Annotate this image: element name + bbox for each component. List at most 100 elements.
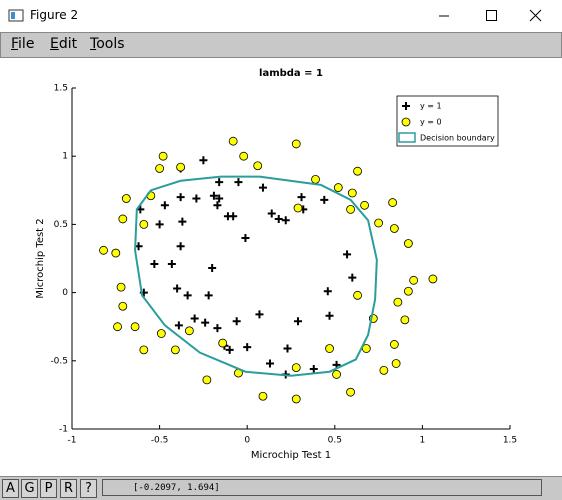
data-point — [428, 274, 438, 284]
data-point — [113, 322, 122, 332]
data-point — [409, 275, 419, 285]
data-point — [403, 286, 413, 296]
legend-marker — [402, 102, 410, 110]
data-point — [391, 359, 401, 368]
data-point — [99, 245, 108, 255]
data-point — [174, 321, 183, 330]
x-tick-label: -1 — [68, 436, 77, 446]
legend-swatch — [398, 132, 416, 143]
close-button[interactable] — [529, 9, 542, 22]
status-bar: A G P R ? [-0.2097, 1.694] — [0, 476, 562, 500]
data-point — [228, 136, 238, 146]
toolbar-button[interactable]: R — [60, 479, 77, 498]
data-point — [347, 188, 357, 198]
data-point — [239, 151, 249, 161]
data-point — [291, 394, 301, 404]
data-point — [325, 344, 334, 353]
data-point — [389, 224, 399, 233]
y-tick-label: 1 — [62, 152, 68, 162]
data-point — [190, 314, 199, 323]
data-point — [229, 212, 238, 221]
data-point — [176, 242, 185, 251]
data-point — [294, 317, 303, 326]
data-point — [360, 200, 369, 210]
data-point — [215, 178, 224, 187]
data-point — [243, 343, 252, 352]
menu-item[interactable]: Tools — [90, 36, 125, 52]
data-point — [291, 363, 301, 373]
x-axis-label: Microchip Test 1 — [251, 450, 331, 461]
data-point — [118, 301, 128, 311]
data-point — [320, 195, 329, 204]
data-point — [332, 370, 341, 379]
data-point — [178, 217, 187, 226]
data-point — [218, 338, 228, 348]
title-icons — [8, 9, 542, 22]
data-point — [258, 391, 268, 401]
data-point — [209, 191, 218, 200]
data-point — [139, 345, 149, 355]
data-point — [167, 259, 176, 268]
data-point — [353, 290, 362, 300]
x-tick-label: -0.5 — [151, 436, 169, 446]
data-point — [116, 282, 126, 292]
data-point — [176, 162, 186, 172]
toolbar-button[interactable]: G — [21, 479, 38, 498]
data-point — [215, 194, 224, 203]
data-point — [139, 219, 149, 229]
data-point — [173, 284, 182, 293]
legend-label: Decision boundary — [420, 134, 495, 143]
legend-label: y = 1 — [420, 102, 442, 111]
data-point — [293, 203, 303, 213]
data-point — [118, 214, 128, 224]
data-point — [325, 311, 334, 320]
data-point — [348, 273, 357, 282]
y-axis-label: Microchip Test 2 — [35, 218, 46, 298]
data-point — [388, 198, 398, 207]
x-tick-label: 1.5 — [503, 436, 517, 446]
data-point — [176, 193, 185, 202]
toolbar-button[interactable]: ? — [80, 479, 97, 498]
data-point — [309, 364, 318, 373]
data-point — [281, 216, 290, 225]
y-tick-label: 0.5 — [54, 220, 68, 230]
data-point — [379, 365, 389, 375]
window-title: Figure 2 — [30, 8, 79, 22]
toolbar-button[interactable]: A — [2, 479, 19, 498]
data-point — [333, 183, 343, 192]
data-point — [343, 250, 352, 259]
data-point — [160, 201, 169, 210]
data-point — [155, 164, 165, 173]
data-point — [155, 220, 164, 229]
data-point — [311, 174, 320, 184]
data-point — [130, 322, 140, 332]
data-point — [201, 318, 210, 327]
legend-marker — [401, 117, 411, 127]
maximize-button[interactable] — [486, 10, 497, 21]
menu-item[interactable]: File — [11, 36, 35, 52]
data-point — [400, 315, 410, 325]
data-point — [192, 194, 201, 203]
data-point — [241, 234, 250, 243]
decision-boundary — [134, 175, 378, 377]
data-point — [393, 297, 403, 307]
data-point — [346, 387, 355, 397]
data-point — [232, 317, 241, 326]
data-point — [274, 214, 283, 223]
y-tick-label: -1 — [59, 425, 68, 435]
data-point — [291, 139, 301, 149]
data-point — [283, 344, 292, 353]
data-point — [346, 204, 355, 214]
data-point — [213, 324, 222, 333]
data-point — [184, 326, 194, 336]
data-point — [258, 183, 267, 192]
data-point — [267, 209, 276, 218]
data-point — [255, 310, 264, 319]
data-point — [213, 201, 222, 210]
toolbar-button[interactable]: P — [40, 479, 57, 498]
menu-item[interactable]: Edit — [50, 36, 78, 52]
y-tick-label: 0 — [62, 288, 68, 298]
data-point — [403, 239, 413, 248]
data-point — [253, 161, 263, 171]
